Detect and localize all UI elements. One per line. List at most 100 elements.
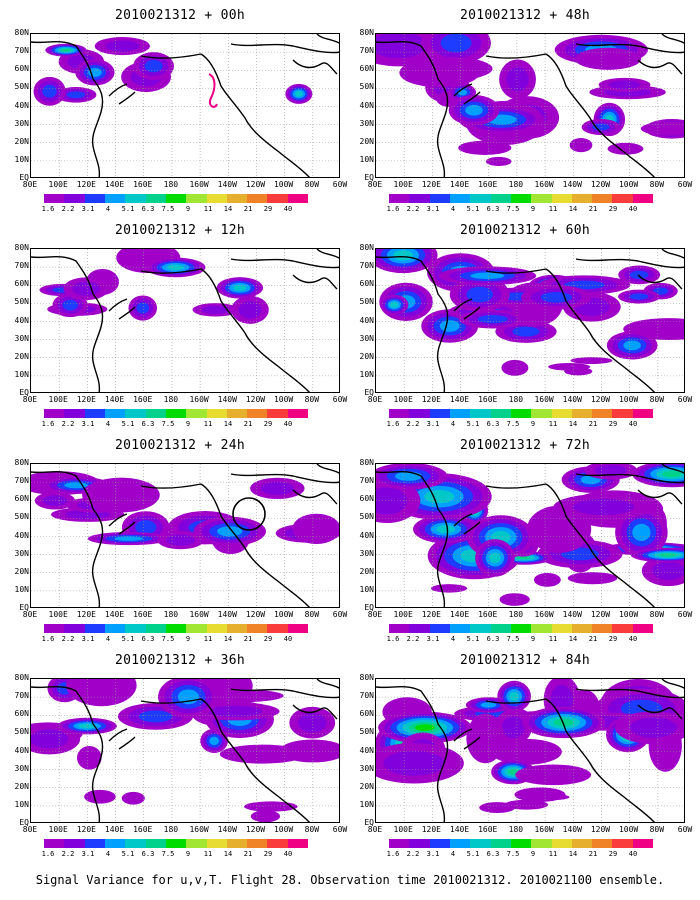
lon-tick-label: 160E	[478, 825, 498, 834]
colorbar-label: 11	[548, 205, 558, 213]
lat-tick-label: 20N	[14, 351, 29, 361]
variance-contour	[470, 272, 505, 280]
colorbar-label: 3.1	[426, 850, 440, 858]
colorbar-swatch	[409, 409, 430, 418]
colorbar-swatch	[389, 839, 410, 848]
lon-tick-label: 180	[163, 825, 179, 834]
lon-tick-label: 100E	[393, 395, 413, 404]
coastline	[453, 728, 481, 750]
colorbar-swatch	[84, 624, 105, 633]
colorbar-label: 2.2	[406, 205, 420, 213]
colorbar-label: 29	[608, 420, 618, 428]
lat-tick-label: EQ	[19, 388, 29, 397]
colorbar-swatch	[632, 624, 654, 633]
colorbar-label: 2.2	[406, 850, 420, 858]
variance-contour	[31, 729, 69, 749]
colorbar-swatch	[449, 839, 471, 848]
coastline	[661, 679, 684, 689]
colorbar-label: 1.6	[41, 850, 55, 858]
coastline	[292, 274, 338, 290]
colorbar-swatch	[531, 409, 552, 418]
lon-tick-label: 180	[508, 180, 524, 189]
colorbar-swatch	[409, 624, 430, 633]
variance-contour	[659, 553, 678, 557]
colorbar-label: 14	[568, 850, 578, 858]
lat-tick-label: 80N	[14, 243, 29, 252]
colorbar-swatch	[551, 194, 572, 203]
variance-contour	[501, 716, 525, 739]
coastline	[108, 298, 136, 320]
lat-tick-label: 60N	[14, 494, 29, 504]
variance-contour	[217, 526, 243, 537]
variance-map	[30, 463, 340, 608]
colorbar-label: 9	[185, 205, 191, 213]
coastline	[230, 688, 339, 699]
colorbar-swatch	[165, 194, 187, 203]
variance-contour	[608, 80, 641, 90]
variance-contour	[402, 56, 493, 81]
lon-tick-label: 160E	[478, 610, 498, 619]
lon-tick-label: 120W	[245, 825, 266, 834]
colorbar-label: 21	[588, 635, 598, 643]
lon-tick-label: 140W	[217, 395, 237, 404]
colorbar-label: 3.1	[426, 420, 440, 428]
colorbar-label: 14	[223, 205, 233, 213]
lon-tick-label: 120E	[76, 180, 96, 189]
lat-tick-label: 80N	[359, 458, 374, 467]
colorbar-label: 29	[608, 635, 618, 643]
coastline	[485, 53, 547, 59]
lon-tick-label: 60W	[332, 395, 348, 404]
lon-tick-label: 140E	[104, 395, 125, 404]
lat-tick-label: EQ	[19, 818, 29, 827]
flight-track-contour	[208, 73, 218, 108]
coastline	[545, 698, 656, 822]
lat-tick-label: EQ	[364, 818, 374, 827]
coastline	[575, 688, 684, 699]
colorbar-label: 14	[223, 850, 233, 858]
colorbar-label: 40	[628, 205, 638, 213]
variance-contour	[439, 320, 460, 332]
variance-contour	[466, 713, 505, 764]
colorbar-label: 6.3	[141, 205, 155, 213]
variance-contour	[652, 561, 684, 581]
colorbar-label: 5.1	[121, 635, 135, 643]
colorbar-label: 6.3	[486, 850, 500, 858]
colorbar-label: 6.3	[486, 635, 500, 643]
colorbar-label: 29	[263, 420, 273, 428]
lat-tick-label: 50N	[359, 82, 374, 92]
colorbar-swatch	[104, 839, 126, 848]
lat-tick-label: 40N	[14, 530, 29, 540]
lat-tick-label: 30N	[14, 118, 29, 128]
colorbar-label: 7.5	[161, 635, 175, 643]
lat-tick-label: 40N	[359, 530, 374, 540]
colorbar-swatch	[632, 409, 654, 418]
colorbar	[389, 194, 654, 203]
lon-tick-label: 60W	[332, 610, 348, 619]
variance-contour	[390, 301, 399, 308]
lat-tick-label: 70N	[359, 691, 374, 701]
lon-tick-label: 100E	[393, 825, 413, 834]
colorbar-swatch	[510, 194, 532, 203]
lat-tick-label: 60N	[14, 279, 29, 289]
colorbar-label: 14	[223, 635, 233, 643]
colorbar-swatch	[571, 624, 593, 633]
colorbar-label: 3.1	[81, 420, 95, 428]
lat-tick-label: 20N	[359, 136, 374, 146]
panel-title: 2010021312 + 72h	[459, 438, 591, 453]
lon-tick-label: 120W	[590, 180, 611, 189]
lat-tick-label: 20N	[359, 781, 374, 791]
variance-contour	[62, 299, 79, 311]
lon-tick-label: 80W	[649, 180, 665, 189]
map-panel: 2010021312 + 24h 80N 70N 60N 50N 40N 30N 20N 10N…	[10, 430, 350, 643]
lon-tick-label: 100W	[273, 610, 294, 619]
lon-tick-label: 160W	[189, 825, 209, 834]
colorbar-label: 21	[243, 635, 253, 643]
colorbar-label: 2.2	[406, 420, 420, 428]
colorbar-swatch	[449, 194, 471, 203]
coastline	[200, 483, 311, 607]
colorbar-label: 2.2	[61, 850, 75, 858]
lon-tick-label: 80W	[304, 180, 320, 189]
variance-contour	[167, 264, 185, 271]
lat-tick-label: 20N	[14, 136, 29, 146]
colorbar-swatch	[267, 839, 288, 848]
